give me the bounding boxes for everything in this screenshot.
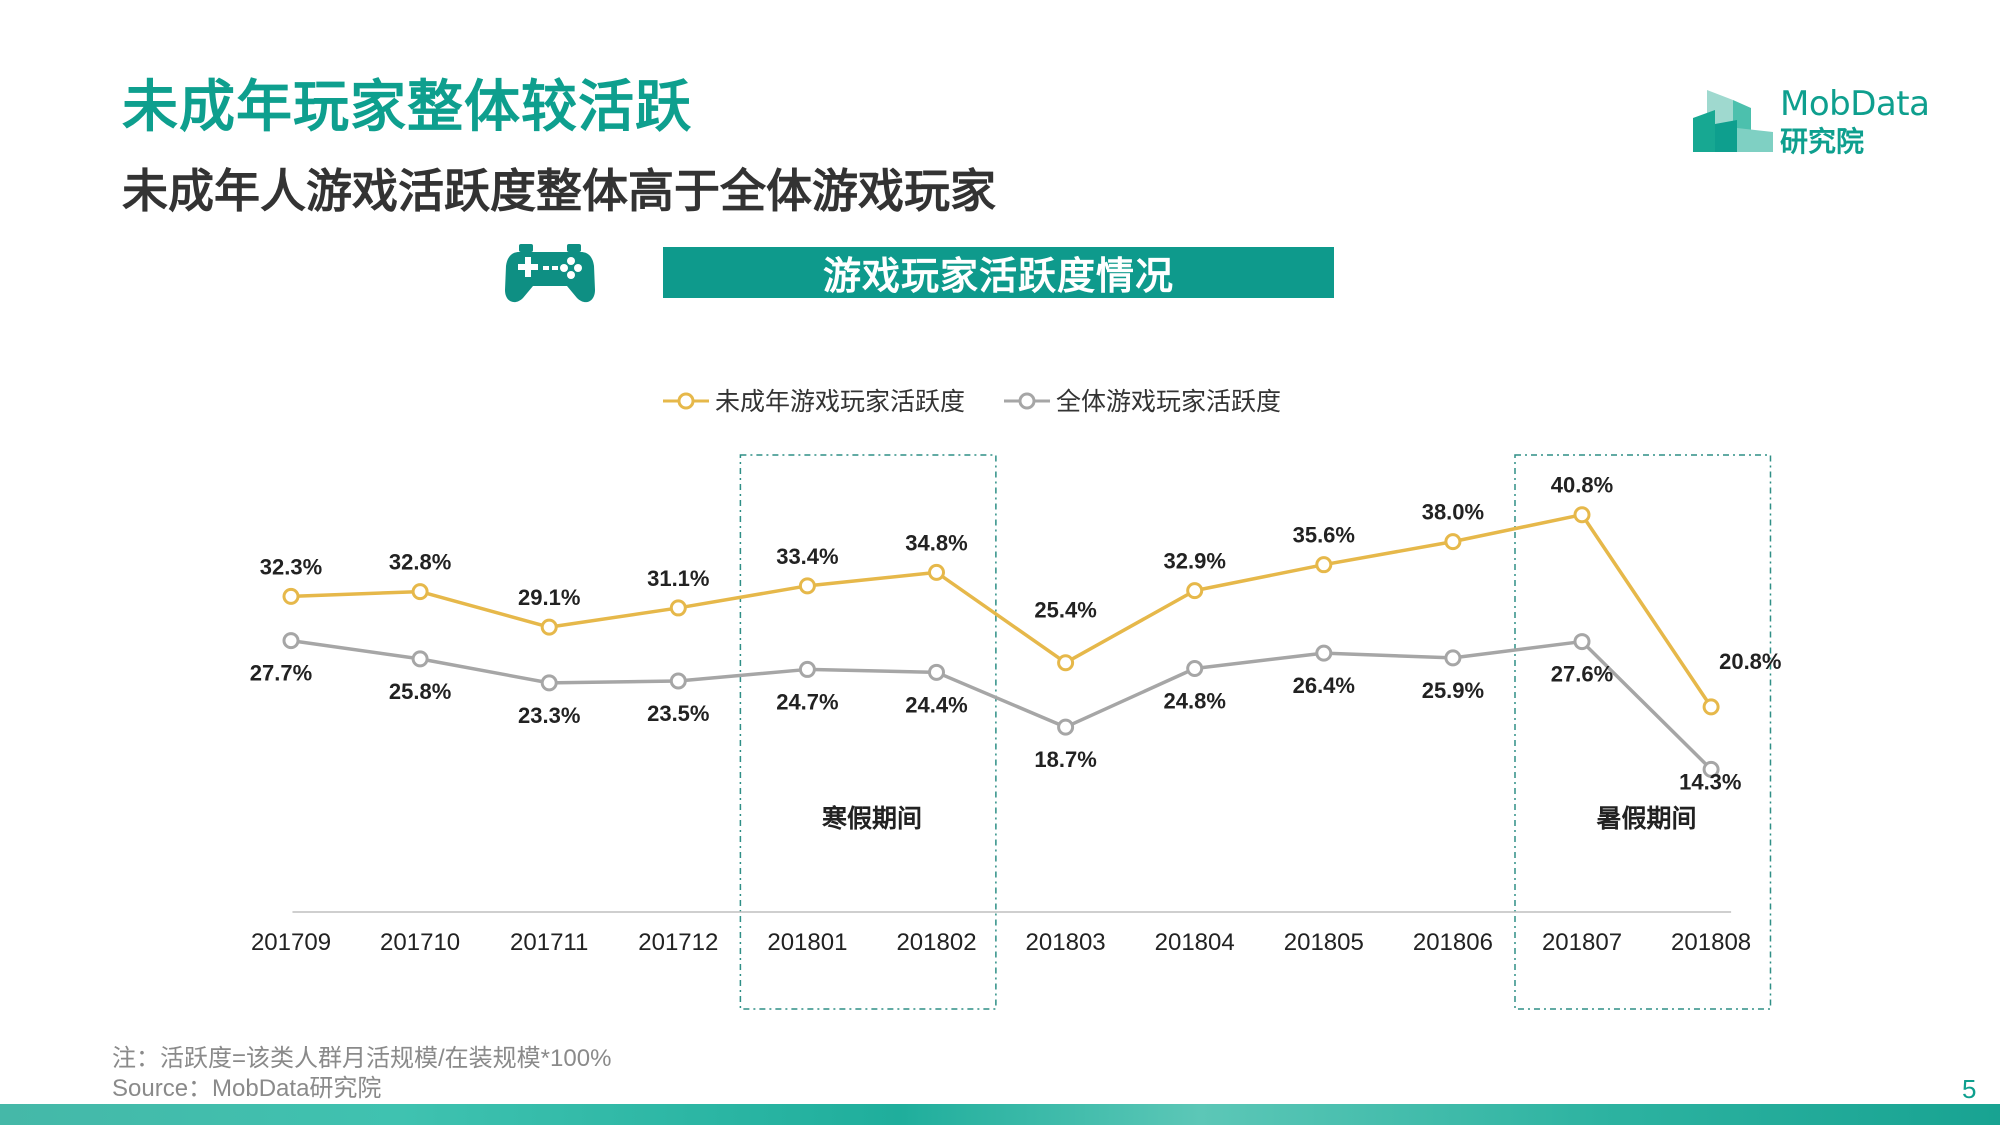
x-tick-label: 201803 bbox=[1026, 929, 1106, 956]
legend-label-2: 全体游戏玩家活跃度 bbox=[1056, 388, 1281, 416]
x-tick-label: 201805 bbox=[1284, 929, 1364, 956]
data-point-s1-201805 bbox=[1315, 556, 1333, 574]
mobdata-logo: MobData 研究院 bbox=[1693, 80, 1933, 160]
logo-mark-icon bbox=[1693, 90, 1773, 152]
x-tick-label: 201710 bbox=[380, 929, 460, 956]
data-point-s2-201804 bbox=[1186, 659, 1204, 677]
data-label-s2-201710: 25.8% bbox=[389, 679, 451, 704]
highlight-box-2 bbox=[1514, 454, 1772, 1010]
footer-bar bbox=[0, 1104, 2000, 1125]
data-point-s2-201806 bbox=[1444, 649, 1462, 667]
data-point-s1-201806 bbox=[1444, 533, 1462, 551]
data-point-s1-201802 bbox=[928, 563, 945, 581]
data-label-s1-201805: 35.6% bbox=[1293, 523, 1355, 548]
data-point-s1-201711 bbox=[540, 618, 558, 636]
legend-marker-2 bbox=[1018, 392, 1036, 410]
data-label-s1-201803: 25.4% bbox=[1034, 598, 1096, 623]
highlight-label-1: 寒假期间 bbox=[822, 804, 922, 833]
data-label-s2-201801: 24.7% bbox=[776, 689, 838, 714]
data-point-s2-201802 bbox=[928, 663, 945, 681]
data-label-s1-201711: 29.1% bbox=[518, 585, 580, 610]
data-point-s1-201712 bbox=[669, 599, 687, 617]
footnote-source: Source：MobData研究院 bbox=[112, 1075, 382, 1102]
data-point-s1-201807 bbox=[1573, 506, 1591, 524]
data-label-s2-201803: 18.7% bbox=[1034, 747, 1096, 772]
highlight-box-1 bbox=[739, 454, 997, 1010]
data-label-s1-201806: 38.0% bbox=[1422, 500, 1484, 525]
x-tick-label: 201801 bbox=[767, 929, 847, 956]
x-tick-label: 201709 bbox=[251, 929, 331, 956]
legend-marker-1 bbox=[677, 392, 695, 410]
data-label-s2-201804: 24.8% bbox=[1164, 688, 1226, 713]
data-point-s2-201803 bbox=[1057, 718, 1075, 736]
data-label-s1-201802: 34.8% bbox=[905, 530, 967, 555]
data-point-s2-201709 bbox=[282, 632, 300, 650]
data-label-s1-201709: 32.3% bbox=[260, 554, 322, 579]
x-tick-label: 201807 bbox=[1542, 929, 1622, 956]
data-point-s2-201807 bbox=[1573, 633, 1591, 651]
page-title: 未成年玩家整体较活跃 bbox=[122, 75, 692, 138]
page-number: 5 bbox=[1962, 1074, 1977, 1104]
data-label-s1-201807: 40.8% bbox=[1551, 473, 1613, 498]
data-point-s1-201808 bbox=[1702, 698, 1720, 716]
legend-label-1: 未成年游戏玩家活跃度 bbox=[715, 388, 965, 416]
x-tick-label: 201808 bbox=[1671, 929, 1751, 956]
data-point-s2-201808 bbox=[1702, 760, 1720, 778]
data-point-s2-201710 bbox=[411, 650, 429, 668]
data-point-s2-201801 bbox=[798, 660, 816, 678]
data-label-s1-201801: 33.4% bbox=[776, 544, 838, 569]
series-line-2 bbox=[290, 638, 1713, 771]
data-label-s2-201805: 26.4% bbox=[1293, 673, 1355, 698]
logo-name: MobData bbox=[1780, 84, 1930, 124]
data-point-s2-201711 bbox=[540, 674, 558, 692]
x-tick-label: 201806 bbox=[1413, 929, 1493, 956]
data-label-s2-201807: 27.6% bbox=[1551, 662, 1613, 687]
x-tick-label: 201712 bbox=[638, 929, 718, 956]
series-line-1 bbox=[290, 512, 1713, 708]
data-label-s2-201808: 14.3% bbox=[1679, 769, 1741, 794]
footnote-note: 注：活跃度=该类人群月活规模/在装规模*100% bbox=[112, 1045, 612, 1072]
gamepad-icon bbox=[505, 244, 595, 303]
data-point-s1-201709 bbox=[282, 587, 300, 605]
data-label-s2-201802: 24.4% bbox=[905, 692, 967, 717]
data-point-s1-201803 bbox=[1057, 654, 1075, 672]
page-subtitle: 未成年人游戏活跃度整体高于全体游戏玩家 bbox=[122, 165, 996, 217]
data-label-s2-201712: 23.5% bbox=[647, 701, 709, 726]
data-point-s2-201805 bbox=[1315, 644, 1333, 662]
data-label-s2-201711: 23.3% bbox=[518, 703, 580, 728]
x-tick-label: 201711 bbox=[510, 929, 588, 956]
data-label-s1-201712: 31.1% bbox=[647, 566, 709, 591]
data-point-s1-201710 bbox=[411, 583, 429, 601]
data-point-s2-201712 bbox=[669, 672, 687, 690]
data-label-s2-201709: 27.7% bbox=[250, 661, 312, 686]
data-point-s1-201801 bbox=[798, 577, 816, 595]
x-tick-label: 201802 bbox=[896, 929, 976, 956]
data-label-s2-201806: 25.9% bbox=[1422, 678, 1484, 703]
data-point-s1-201804 bbox=[1186, 582, 1204, 600]
x-tick-label: 201804 bbox=[1155, 929, 1235, 956]
data-label-s1-201710: 32.8% bbox=[389, 550, 451, 575]
highlight-label-2: 暑假期间 bbox=[1597, 805, 1697, 833]
logo-subtitle: 研究院 bbox=[1780, 126, 1865, 157]
chart-banner: 游戏玩家活跃度情况 bbox=[663, 247, 1334, 298]
data-label-s1-201808: 20.8% bbox=[1719, 649, 1781, 674]
data-label-s1-201804: 32.9% bbox=[1164, 549, 1226, 574]
